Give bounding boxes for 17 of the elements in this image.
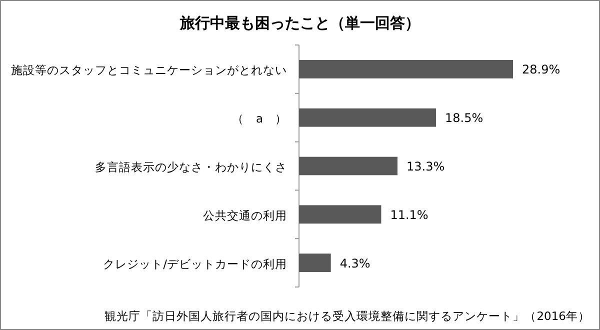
- bar: [299, 254, 331, 272]
- y-tick-label: （ a ）: [232, 112, 287, 126]
- chart-title: 旅行中最も困ったこと（単一回答）: [179, 14, 420, 32]
- bar: [299, 60, 513, 78]
- y-tick-label: 多言語表示の少なさ・わかりにくさ: [95, 160, 287, 174]
- data-label: 28.9%: [522, 62, 560, 77]
- y-tick-label: 公共交通の利用: [203, 208, 287, 222]
- data-label: 13.3%: [406, 160, 445, 174]
- data-label: 11.1%: [390, 208, 428, 222]
- bar: [299, 156, 398, 176]
- bar: [299, 108, 436, 127]
- text: 観光庁「訪日外国人旅行者の国内における受入環境整備に関するアンケート」（2016年）: [104, 309, 590, 323]
- y-tick-label: 施設等のスタッフとコミュニケーションがとれない: [11, 63, 287, 78]
- data-label: 18.5%: [444, 111, 484, 126]
- data-label: 4.3%: [340, 256, 370, 270]
- y-tick-label: クレジット/デビットカードの利用: [103, 256, 287, 271]
- bar: [299, 205, 382, 224]
